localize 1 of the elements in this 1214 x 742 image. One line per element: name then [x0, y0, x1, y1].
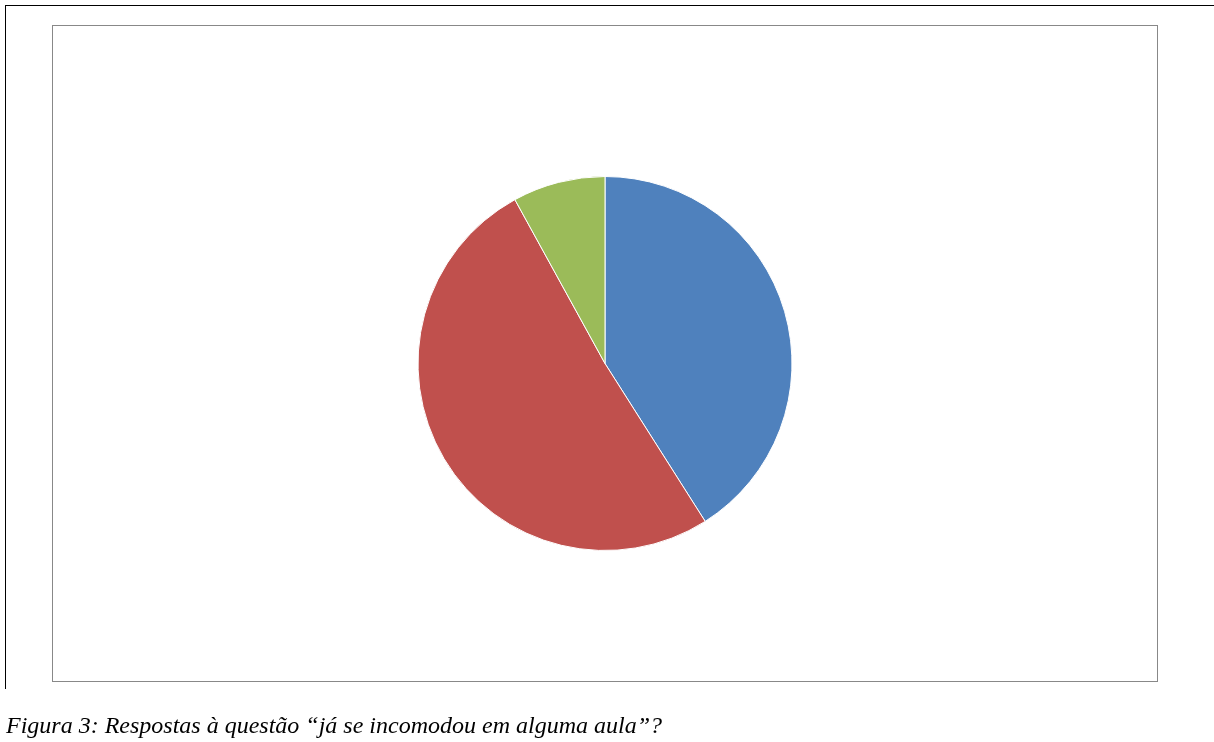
text: Figura 3: Respostas à questão “já se incomodou em alguma aula”?	[6, 712, 662, 739]
